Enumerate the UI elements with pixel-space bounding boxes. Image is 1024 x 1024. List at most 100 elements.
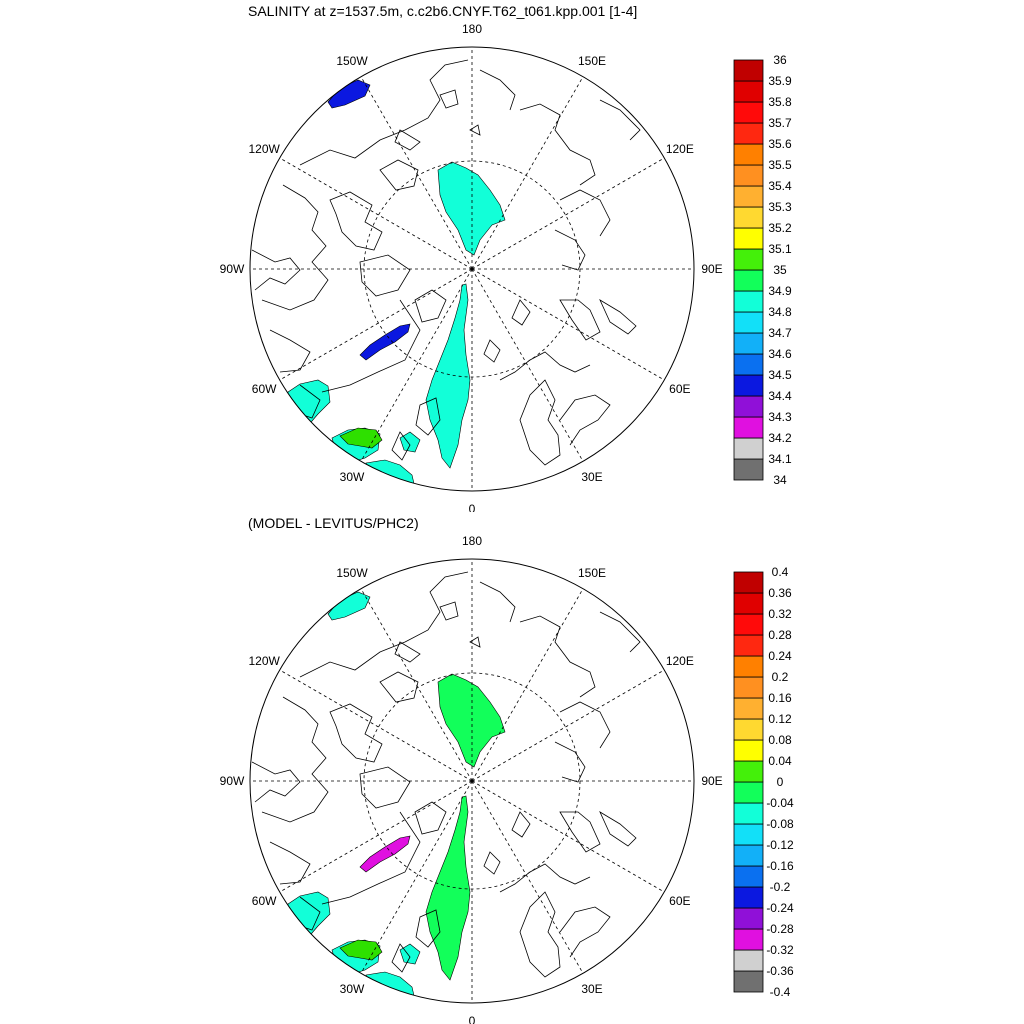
colorbar-label: -0.08 (766, 817, 794, 831)
longitude-label: 30E (581, 982, 602, 996)
coastline (511, 811, 531, 838)
colorbar-label: 0.08 (768, 733, 792, 747)
colorbar-swatch (733, 592, 764, 615)
coastline (329, 191, 383, 251)
coastline (359, 254, 411, 297)
colorbar-swatch (733, 353, 764, 376)
data-patch (399, 431, 421, 453)
colorbar-swatch (733, 844, 764, 867)
coastline (469, 636, 481, 648)
colorbar-label: 34 (773, 473, 787, 487)
coastline (251, 761, 301, 803)
colorbar-label: -0.4 (770, 985, 791, 999)
longitude-label: 150E (578, 566, 606, 580)
colorbar-label: 35.9 (768, 74, 792, 88)
coastline (599, 810, 637, 847)
longitude-label: 30E (581, 470, 602, 484)
map-title: SALINITY at z=1537.5m, c.c2b6.CNYF.T62_t… (248, 3, 638, 19)
colorbar-label: 0.04 (768, 754, 792, 768)
data-patch (399, 943, 421, 965)
difference-map-panel: 180 150E 120E 90E 60E 30E 0 30W 60W 90W 120W 150W -0… (220, 534, 794, 1024)
colorbar-label: 35.2 (768, 221, 792, 235)
colorbar-swatch (733, 928, 764, 951)
colorbar-swatch (733, 613, 764, 636)
coastline (414, 289, 447, 323)
colorbar-swatch (733, 290, 764, 313)
longitude-label: 30W (340, 470, 365, 484)
coastline (359, 766, 411, 809)
coastline (321, 811, 421, 905)
difference-map-title: (MODEL - LEVITUS/PHC2) (248, 515, 419, 531)
coastline (559, 189, 611, 237)
colorbar-label: 36 (773, 53, 787, 67)
coastline (559, 811, 601, 853)
coastline (559, 906, 611, 958)
coastline (439, 89, 459, 109)
data-patch (425, 795, 471, 981)
colorbar-label: -0.36 (766, 964, 794, 978)
coastline (559, 299, 601, 341)
coastline (379, 671, 419, 703)
coastline (299, 59, 469, 166)
colorbar-swatch (733, 760, 764, 783)
colorbar-label: 34.5 (768, 368, 792, 382)
colorbar-label: 35 (773, 263, 787, 277)
longitude-label: 30W (340, 982, 365, 996)
coastline (479, 581, 516, 623)
colorbar-label: 34.8 (768, 305, 792, 319)
colorbar-swatch (733, 739, 764, 762)
coastline (261, 184, 329, 311)
longitude-label: 180 (462, 22, 482, 36)
coastline (609, 451, 641, 479)
colorbar-label: 34.6 (768, 347, 792, 361)
longitude-label: 0 (469, 1014, 476, 1024)
meridian-line (471, 76, 584, 270)
colorbar-label: -0.04 (766, 796, 794, 810)
colorbar: 34 34.1 34.2 34.3 34.4 34.5 34.6 34.7 34.8 34.9 35… (733, 53, 792, 487)
longitude-label: 150E (578, 54, 606, 68)
coastline (269, 329, 311, 373)
colorbar-swatch (733, 823, 764, 846)
data-patch (437, 673, 506, 768)
coastline (414, 801, 447, 835)
coastline (599, 298, 637, 335)
colorbar-swatch (733, 655, 764, 678)
colorbar-label: 35.5 (768, 158, 792, 172)
colorbar-swatch (733, 949, 764, 972)
coastline (415, 909, 441, 948)
longitude-label: 120W (248, 654, 280, 668)
colorbar-label: 35.1 (768, 242, 792, 256)
colorbar: -0.4 -0.36 -0.32 -0.28 -0.24 -0.2 -0.16 -0.12 -0… (733, 565, 794, 999)
meridian-line (279, 157, 473, 270)
longitude-label: 180 (462, 534, 482, 548)
coastline (321, 299, 421, 393)
coastline (554, 741, 586, 783)
longitude-label: 90W (220, 262, 245, 276)
coastline (519, 615, 596, 698)
colorbar-label: 0.28 (768, 628, 792, 642)
coastline (261, 696, 329, 823)
meridian-line (360, 268, 473, 462)
coastline (415, 397, 441, 436)
coastline (499, 863, 591, 893)
salinity-map-panel: 180 150E 120E 90E 60E 30E 0 30W 60W 90W 120W 150W 34… (220, 22, 792, 512)
coastline (599, 99, 641, 141)
colorbar-swatch (733, 634, 764, 657)
colorbar-label: 0.4 (772, 565, 789, 579)
map-border (249, 558, 695, 1004)
coastline (391, 431, 411, 461)
colorbar-swatch (733, 311, 764, 334)
meridian-line (279, 268, 473, 381)
meridian-line (279, 780, 473, 893)
longitude-label: 90E (701, 262, 722, 276)
longitude-label: 120W (248, 142, 280, 156)
coastline (519, 891, 561, 978)
coastline (391, 943, 411, 973)
colorbar-swatch (733, 970, 764, 993)
colorbar-label: -0.28 (766, 922, 794, 936)
coastline (379, 159, 419, 191)
coastline (519, 103, 596, 186)
coastline (251, 249, 301, 291)
meridian-line (360, 780, 473, 974)
colorbar-swatch (733, 865, 764, 888)
